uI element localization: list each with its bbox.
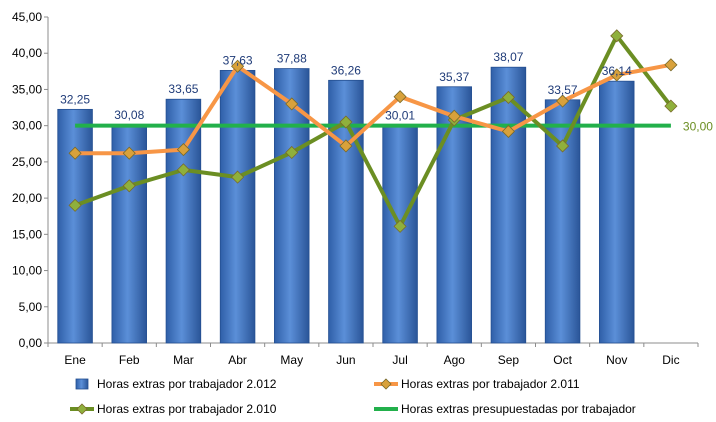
marker-2010 — [285, 145, 299, 160]
bar — [490, 66, 527, 344]
y-tick-label: 35,00 — [12, 82, 42, 96]
marker-2011 — [664, 58, 678, 72]
x-tick-label: Jun — [336, 353, 355, 367]
bar — [219, 69, 256, 344]
legend-label: Horas extras por trabajador 2.010 — [97, 402, 277, 416]
legend-swatch-marker — [380, 378, 392, 390]
marker-2010 — [664, 99, 678, 113]
marker-2010 — [501, 90, 515, 104]
axes: 0,00 5,00 10,00 15,00 20,00 25,00 30,00 35,00 40… — [12, 10, 699, 367]
target-end-label: 30,00 — [683, 120, 713, 134]
marker-2011 — [556, 94, 570, 108]
marker-2010 — [231, 170, 245, 184]
bar-data-label: 30,01 — [385, 109, 415, 123]
marker-2011 — [501, 124, 515, 139]
bar-data-label: 33,65 — [168, 82, 198, 96]
y-tick-label: 15,00 — [12, 227, 42, 241]
marker-2011 — [176, 143, 190, 157]
y-tick-label: 45,00 — [12, 10, 42, 24]
legend-swatch-bar — [75, 378, 89, 390]
legend: Horas extras por trabajador 2.012 Horas e… — [70, 377, 636, 416]
marker-2010 — [68, 198, 82, 212]
y-tick-label: 10,00 — [12, 264, 42, 278]
y-tick-label: 5,00 — [19, 300, 43, 314]
y-tick-label: 30,00 — [12, 119, 42, 133]
x-tick-label: Abr — [228, 353, 247, 367]
bar — [436, 86, 472, 344]
x-tick-label: Ago — [444, 353, 466, 367]
bar-data-label: 32,25 — [60, 92, 90, 106]
line-2011 — [75, 62, 672, 156]
bar-data-label: 36,26 — [331, 63, 361, 77]
marker-2011 — [68, 146, 82, 160]
x-tick-label: Oct — [553, 353, 572, 367]
x-tick-label: Sep — [498, 353, 520, 367]
bar — [111, 124, 147, 344]
bar-data-label: 37,88 — [277, 52, 307, 66]
x-tick-label: Feb — [119, 353, 140, 367]
y-tick-label: 40,00 — [12, 46, 42, 60]
bar — [57, 108, 93, 344]
marker-2011 — [339, 139, 353, 153]
bar — [599, 80, 635, 344]
marker-2011 — [285, 97, 299, 111]
marker-2010 — [122, 179, 136, 193]
legend-label: Horas extras por trabajador 2.012 — [97, 377, 277, 391]
x-tick-label: Mar — [173, 353, 194, 367]
bar — [165, 98, 202, 344]
marker-2011 — [122, 146, 136, 160]
legend-swatch-marker — [76, 403, 88, 415]
x-tick-label: Jul — [392, 353, 407, 367]
bar-data-label: 37,63 — [223, 53, 253, 67]
marker-2010 — [556, 139, 570, 153]
marker-2011 — [447, 109, 461, 123]
y-tick-label: 25,00 — [12, 155, 42, 169]
bar-data-label: 35,37 — [439, 70, 469, 84]
line-series — [68, 29, 678, 233]
legend-label: Horas extras presupuestadas por trabajad… — [401, 402, 636, 416]
y-tick-label: 0,00 — [19, 336, 43, 350]
bar-data-label: 33,57 — [548, 83, 578, 97]
marker-2010 — [610, 29, 624, 43]
bar-data-label: 30,08 — [114, 108, 144, 122]
x-tick-label: Ene — [64, 353, 86, 367]
bar-data-label: 36,14 — [602, 64, 632, 78]
x-tick-label: May — [280, 353, 303, 367]
line-2010 — [74, 33, 673, 229]
marker-2010 — [176, 163, 190, 177]
bar-data-label: 38,07 — [493, 50, 523, 64]
marker-2011 — [610, 68, 624, 82]
bar — [382, 125, 418, 344]
x-tick-label: Dic — [662, 353, 679, 367]
data-labels: 32,25 30,08 33,65 37,63 37,88 36,26 30,01 35,37… — [60, 50, 713, 133]
legend-label: Horas extras por trabajador 2.011 — [401, 377, 580, 391]
y-tick-label: 20,00 — [12, 191, 42, 205]
marker-2011 — [231, 59, 245, 73]
marker-2010 — [339, 115, 353, 129]
x-tick-label: Nov — [606, 353, 627, 367]
marker-2011 — [393, 90, 407, 104]
marker-2010 — [393, 219, 407, 233]
